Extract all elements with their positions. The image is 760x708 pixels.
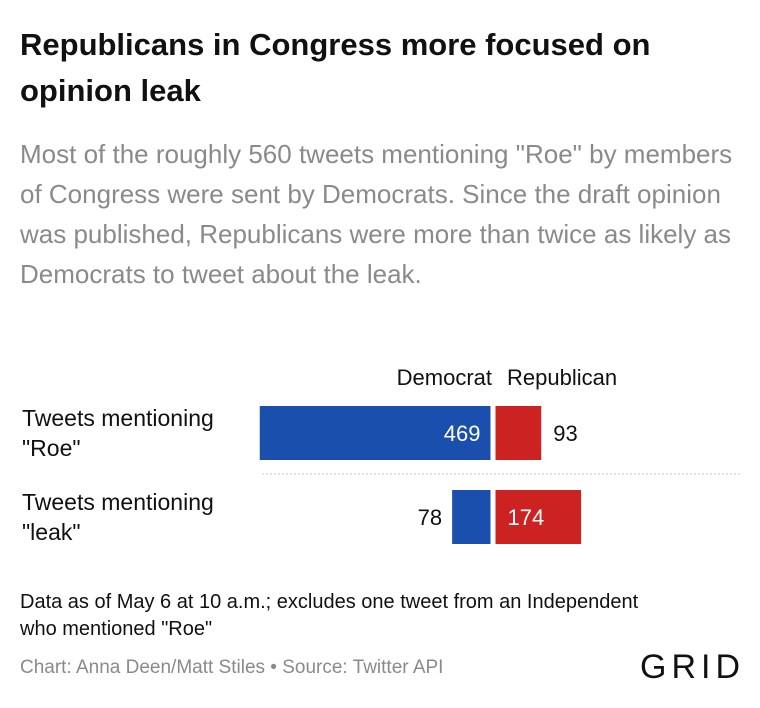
bar-chart: Democrat Republican Tweets mentioning "Roe"… xyxy=(22,365,740,545)
data-label-republican: 93 xyxy=(553,421,577,446)
data-label-democrat: 469 xyxy=(444,421,481,446)
data-note: Data as of May 6 at 10 a.m.; excludes on… xyxy=(20,591,639,640)
data-label-democrat: 78 xyxy=(418,505,442,530)
chart-title: Republicans in Congress more focused on … xyxy=(20,27,651,108)
grid-logo: GRID xyxy=(640,648,745,686)
legend-democrat: Democrat xyxy=(397,365,492,390)
source-credit: Chart: Anna Deen/Matt Stiles • Source: T… xyxy=(20,657,444,678)
bar-republican xyxy=(495,406,542,460)
chart-subtitle: Most of the roughly 560 tweets mentionin… xyxy=(20,139,733,289)
bar-democrat xyxy=(452,490,491,544)
bar-democrat xyxy=(259,406,491,460)
category-label: Tweets mentioning "Roe" xyxy=(22,405,214,461)
category-label: Tweets mentioning "leak" xyxy=(22,489,214,545)
data-label-republican: 174 xyxy=(508,505,545,530)
bar-republican xyxy=(495,490,582,544)
legend-republican: Republican xyxy=(507,365,617,390)
